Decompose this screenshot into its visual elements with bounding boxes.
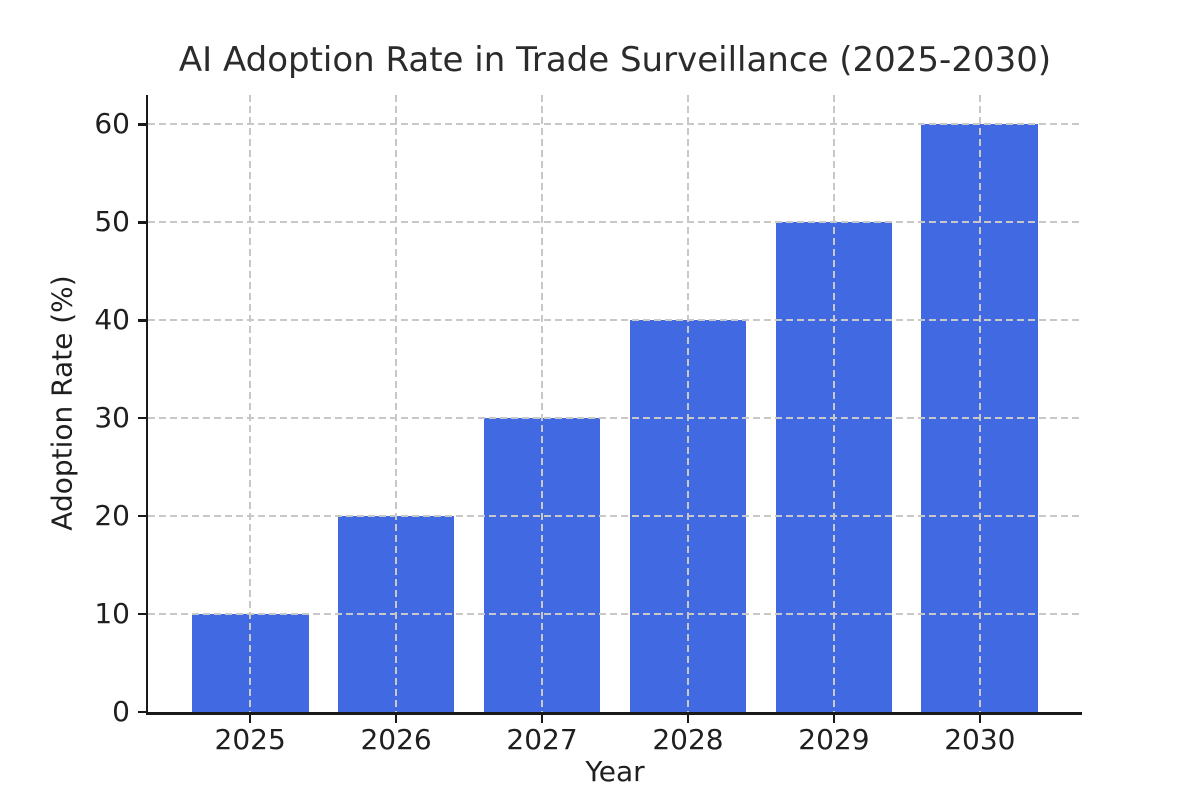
x-tick-mark [686, 714, 690, 723]
x-tick-mark [832, 714, 836, 723]
y-tick-mark [137, 123, 146, 126]
x-tick-label: 2026 [360, 723, 432, 756]
y-tick-label: 20 [94, 498, 130, 532]
gridline-horizontal [148, 417, 1082, 420]
x-tick-mark [978, 714, 982, 723]
gridline-vertical [395, 95, 398, 712]
x-axis-label: Year [585, 755, 645, 788]
chart-title: AI Adoption Rate in Trade Surveillance (… [178, 40, 1052, 80]
x-tick-label: 2027 [506, 723, 578, 756]
plot-area: 2025 2026 2027 2028 2029 2030 0 10 20 30 40 50 60 [94, 95, 1082, 756]
x-tick-label: 2025 [214, 723, 286, 756]
y-tick-label: 60 [94, 107, 130, 141]
x-axis-spine [145, 712, 1082, 715]
gridline-horizontal [148, 123, 1082, 126]
y-tick-mark [137, 319, 146, 322]
gridline-horizontal [148, 515, 1082, 518]
y-tick-mark [137, 416, 146, 420]
x-tick-mark [248, 714, 252, 723]
x-tick-label: 2030 [944, 723, 1016, 756]
gridline-vertical [832, 95, 835, 712]
gridline-vertical [978, 95, 981, 712]
y-tick-label: 50 [94, 205, 130, 239]
y-axis-spine [145, 95, 148, 715]
y-tick-label: 40 [94, 303, 130, 337]
y-tick-label: 30 [94, 401, 130, 435]
gridline-vertical [541, 95, 544, 712]
y-tick-label: 10 [94, 596, 130, 630]
x-tick-mark [540, 714, 544, 723]
y-tick-mark [137, 221, 146, 224]
gridline-vertical [249, 95, 252, 712]
gridline-horizontal [148, 319, 1082, 322]
y-axis-label: Adoption Rate (%) [45, 275, 79, 531]
gridline-horizontal [148, 613, 1082, 616]
x-tick-label: 2028 [652, 723, 724, 756]
y-tick-mark [137, 612, 146, 616]
gridline-vertical [686, 95, 689, 712]
x-tick-mark [394, 714, 398, 723]
x-tick-label: 2029 [798, 723, 870, 756]
y-tick-mark [137, 710, 146, 714]
gridline-horizontal [148, 221, 1082, 224]
y-tick-label: 0 [112, 694, 130, 728]
y-tick-mark [137, 514, 146, 518]
